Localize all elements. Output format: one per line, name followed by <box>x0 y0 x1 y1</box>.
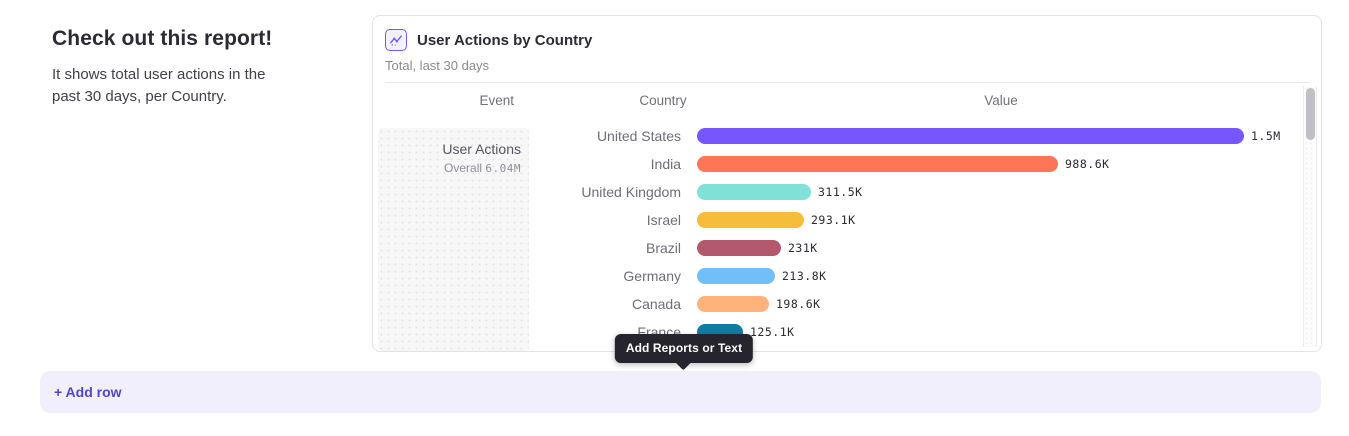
chart-row: Brazil 231K <box>373 234 1297 262</box>
scrollbar-track[interactable] <box>1303 86 1317 347</box>
value-bar[interactable] <box>697 212 804 228</box>
chart-row: India 988.6K <box>373 150 1297 178</box>
country-label: United Kingdom <box>581 184 681 200</box>
value-label: 231K <box>788 241 818 255</box>
insights-line-chart-icon <box>385 29 407 51</box>
column-header-event: Event <box>479 93 514 108</box>
value-label: 293.1K <box>811 213 856 227</box>
column-header-value: Value <box>984 93 1018 108</box>
event-name: User Actions <box>442 141 521 157</box>
chart-row: France 125.1K <box>373 318 1297 346</box>
value-label: 213.8K <box>782 269 827 283</box>
event-aggregation-label: Overall <box>444 161 483 175</box>
value-bar[interactable] <box>697 296 769 312</box>
event-cell[interactable]: User Actions Overall 6.04M <box>378 128 529 351</box>
value-bar[interactable] <box>697 128 1244 144</box>
report-card[interactable]: User Actions by Country Total, last 30 d… <box>372 15 1322 352</box>
chart-row: United States 1.5M <box>373 122 1297 150</box>
value-bar[interactable] <box>697 240 781 256</box>
add-row-button[interactable]: + Add row <box>40 371 1321 413</box>
event-total-value: 6.04M <box>485 162 521 175</box>
text-card[interactable]: Check out this report! It shows total us… <box>52 27 302 107</box>
chart-row: Germany 213.8K <box>373 262 1297 290</box>
chart-row: Israel 293.1K <box>373 206 1297 234</box>
report-card-header: User Actions by Country Total, last 30 d… <box>373 16 1321 83</box>
country-label: Israel <box>646 212 681 228</box>
report-subtitle: Total, last 30 days <box>385 58 490 73</box>
value-label: 198.6K <box>776 297 821 311</box>
country-label: India <box>650 156 681 172</box>
country-label: United States <box>596 128 681 144</box>
value-label: 1.5M <box>1251 129 1281 143</box>
value-bar[interactable] <box>697 156 1058 172</box>
chart-rows: United States 1.5M India 988.6K United Kingd… <box>373 122 1297 346</box>
intro-title: Check out this report! <box>52 27 273 50</box>
country-label: Brazil <box>645 240 681 256</box>
event-overall: Overall 6.04M <box>378 161 521 175</box>
tooltip-label: Add Reports or Text <box>625 341 743 355</box>
country-label: Canada <box>631 296 681 312</box>
value-bar[interactable] <box>697 184 811 200</box>
value-label: 125.1K <box>750 325 795 339</box>
value-bar[interactable] <box>697 268 775 284</box>
value-label: 311.5K <box>818 185 863 199</box>
report-title: User Actions by Country <box>417 31 593 49</box>
chart-area: Event Country Value User Actions Overall… <box>373 82 1321 351</box>
header-divider <box>385 82 1309 83</box>
chart-row: Canada 198.6K <box>373 290 1297 318</box>
column-header-country: Country <box>639 93 687 108</box>
scrollbar-thumb[interactable] <box>1306 88 1315 140</box>
add-row-label: + Add row <box>54 384 122 400</box>
country-label: Germany <box>623 268 681 284</box>
value-label: 988.6K <box>1065 157 1110 171</box>
intro-description: It shows total user actions in the past … <box>52 66 266 105</box>
add-reports-tooltip: Add Reports or Text <box>614 334 754 363</box>
chart-row: United Kingdom 311.5K <box>373 178 1297 206</box>
